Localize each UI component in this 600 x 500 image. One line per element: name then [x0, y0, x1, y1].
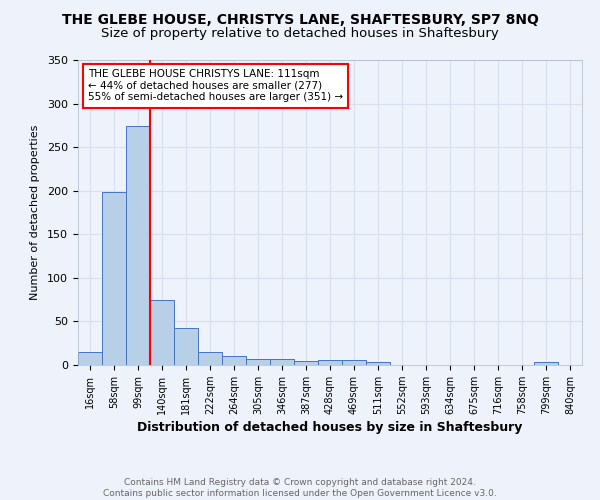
Bar: [270, 359, 294, 365]
Bar: [102, 192, 126, 365]
Bar: [294, 360, 318, 365]
Bar: [198, 352, 222, 365]
Bar: [342, 360, 366, 365]
Bar: [150, 300, 174, 365]
Y-axis label: Number of detached properties: Number of detached properties: [30, 125, 40, 300]
Bar: [318, 360, 342, 365]
Bar: [126, 126, 150, 365]
X-axis label: Distribution of detached houses by size in Shaftesbury: Distribution of detached houses by size …: [137, 421, 523, 434]
Bar: [534, 362, 558, 365]
Bar: [246, 359, 270, 365]
Bar: [78, 352, 102, 365]
Bar: [174, 328, 198, 365]
Bar: [366, 362, 390, 365]
Text: Contains HM Land Registry data © Crown copyright and database right 2024.
Contai: Contains HM Land Registry data © Crown c…: [103, 478, 497, 498]
Text: Size of property relative to detached houses in Shaftesbury: Size of property relative to detached ho…: [101, 28, 499, 40]
Bar: [222, 356, 246, 365]
Text: THE GLEBE HOUSE CHRISTYS LANE: 111sqm
← 44% of detached houses are smaller (277): THE GLEBE HOUSE CHRISTYS LANE: 111sqm ← …: [88, 69, 343, 102]
Text: THE GLEBE HOUSE, CHRISTYS LANE, SHAFTESBURY, SP7 8NQ: THE GLEBE HOUSE, CHRISTYS LANE, SHAFTESB…: [62, 12, 538, 26]
